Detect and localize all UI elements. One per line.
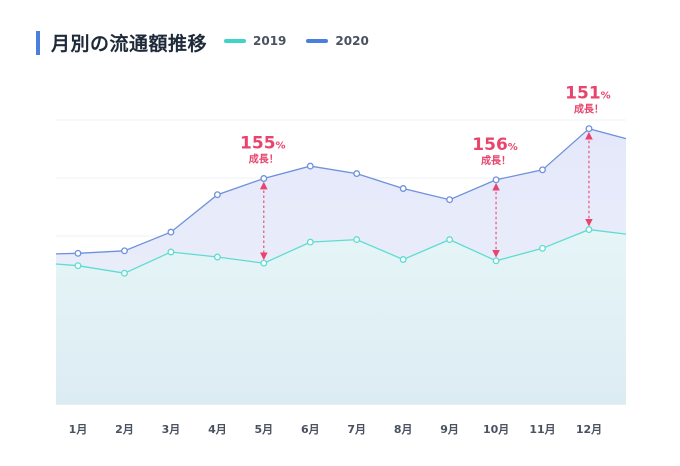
point-2020-6月 <box>306 162 314 170</box>
growth-percent-2: 151% <box>565 84 611 104</box>
legend-item-2019: 2019 <box>224 34 286 48</box>
legend-label-2020: 2020 <box>335 34 369 48</box>
growth-percent-0: 155% <box>240 134 286 154</box>
legend-swatch-2019 <box>224 39 246 43</box>
x-tick-label-1: 1月 <box>69 423 88 436</box>
legend-item-2020: 2020 <box>306 34 369 48</box>
point-2019-4月 <box>213 253 221 261</box>
line-series-2019 <box>55 228 627 274</box>
x-tick-label-6: 6月 <box>301 423 320 436</box>
point-2020-3月 <box>167 228 175 236</box>
legend-swatch-2020 <box>306 39 329 43</box>
point-2020-8月 <box>399 185 407 192</box>
point-2020-4月 <box>213 191 221 199</box>
growth-percent-unit-0: % <box>276 141 286 152</box>
point-2020-7月 <box>353 170 361 178</box>
point-2019-1月 <box>74 262 82 270</box>
x-tick-label-11: 11月 <box>529 423 555 436</box>
growth-label-0: 成長！ <box>249 153 279 166</box>
growth-label-1: 成長！ <box>481 154 511 167</box>
x-tick-label-2: 2月 <box>115 423 134 436</box>
point-2019-10月 <box>492 257 500 265</box>
point-2019-6月 <box>306 238 314 246</box>
legend: 2019 2020 <box>224 34 389 48</box>
growth-label-2: 成長！ <box>574 103 604 116</box>
point-2019-9月 <box>446 236 454 244</box>
growth-percent-unit-1: % <box>508 142 518 153</box>
x-tick-label-8: 8月 <box>394 423 413 436</box>
x-tick-label-10: 10月 <box>483 423 509 436</box>
point-2019-3月 <box>167 248 175 256</box>
point-2019-2月 <box>121 269 128 277</box>
growth-percent-unit-2: % <box>601 91 611 102</box>
point-2019-7月 <box>353 236 361 244</box>
chart-title: 月別の流通額推移 <box>51 33 208 55</box>
x-tick-label-4: 4月 <box>208 423 227 436</box>
x-tick-label-7: 7月 <box>347 423 366 436</box>
point-2019-12月 <box>585 226 593 234</box>
x-tick-label-5: 5月 <box>254 423 273 436</box>
growth-percent-1: 156% <box>472 135 518 155</box>
x-tick-label-12: 12月 <box>576 423 602 436</box>
point-2020-11月 <box>539 166 546 174</box>
point-2020-10月 <box>492 176 500 184</box>
point-2020-12月 <box>585 125 593 133</box>
title-accent-bar <box>36 31 40 55</box>
legend-label-2019: 2019 <box>253 34 287 48</box>
line-series-2020 <box>55 127 627 255</box>
point-2020-1月 <box>74 249 82 257</box>
point-2020-2月 <box>121 247 128 255</box>
point-2020-5月 <box>260 175 268 182</box>
x-tick-label-9: 9月 <box>440 423 459 436</box>
point-2020-9月 <box>446 196 454 204</box>
point-2019-5月 <box>260 259 268 267</box>
point-2019-11月 <box>539 244 546 252</box>
x-tick-label-3: 3月 <box>162 423 181 436</box>
area-series-2019 <box>56 229 626 404</box>
point-2019-8月 <box>399 256 407 263</box>
